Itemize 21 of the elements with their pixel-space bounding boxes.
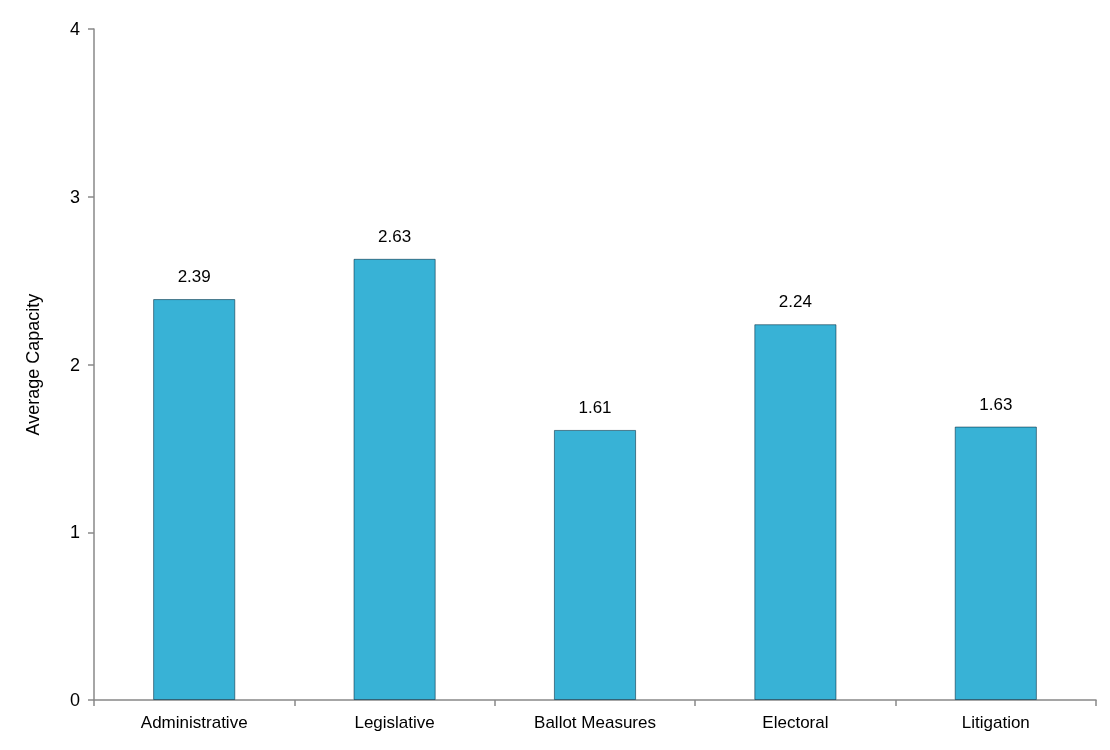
data-label: 1.61 (578, 397, 612, 417)
y-tick-label: 4 (69, 19, 80, 39)
bar (754, 324, 837, 700)
x-tick-label: Legislative (354, 713, 435, 732)
x-tick-label: Electoral (762, 713, 829, 732)
data-label: 2.24 (778, 292, 812, 312)
y-tick-label: 1 (69, 522, 80, 543)
bar (153, 299, 236, 700)
y-axis-title: Average Capacity (23, 293, 43, 436)
bar (553, 429, 637, 700)
x-tick-label: Ballot Measures (534, 713, 656, 732)
data-label: 2.63 (378, 226, 412, 246)
bar (954, 426, 1037, 700)
y-tick-label: 2 (69, 354, 80, 375)
data-label: 2.39 (177, 267, 211, 287)
data-label: 1.63 (979, 394, 1013, 414)
y-tick-label: 0 (69, 690, 80, 710)
bar (353, 258, 436, 700)
x-tick-label: Administrative (140, 713, 248, 732)
y-tick-label: 3 (69, 186, 80, 207)
x-tick-label: Litigation (961, 713, 1030, 732)
